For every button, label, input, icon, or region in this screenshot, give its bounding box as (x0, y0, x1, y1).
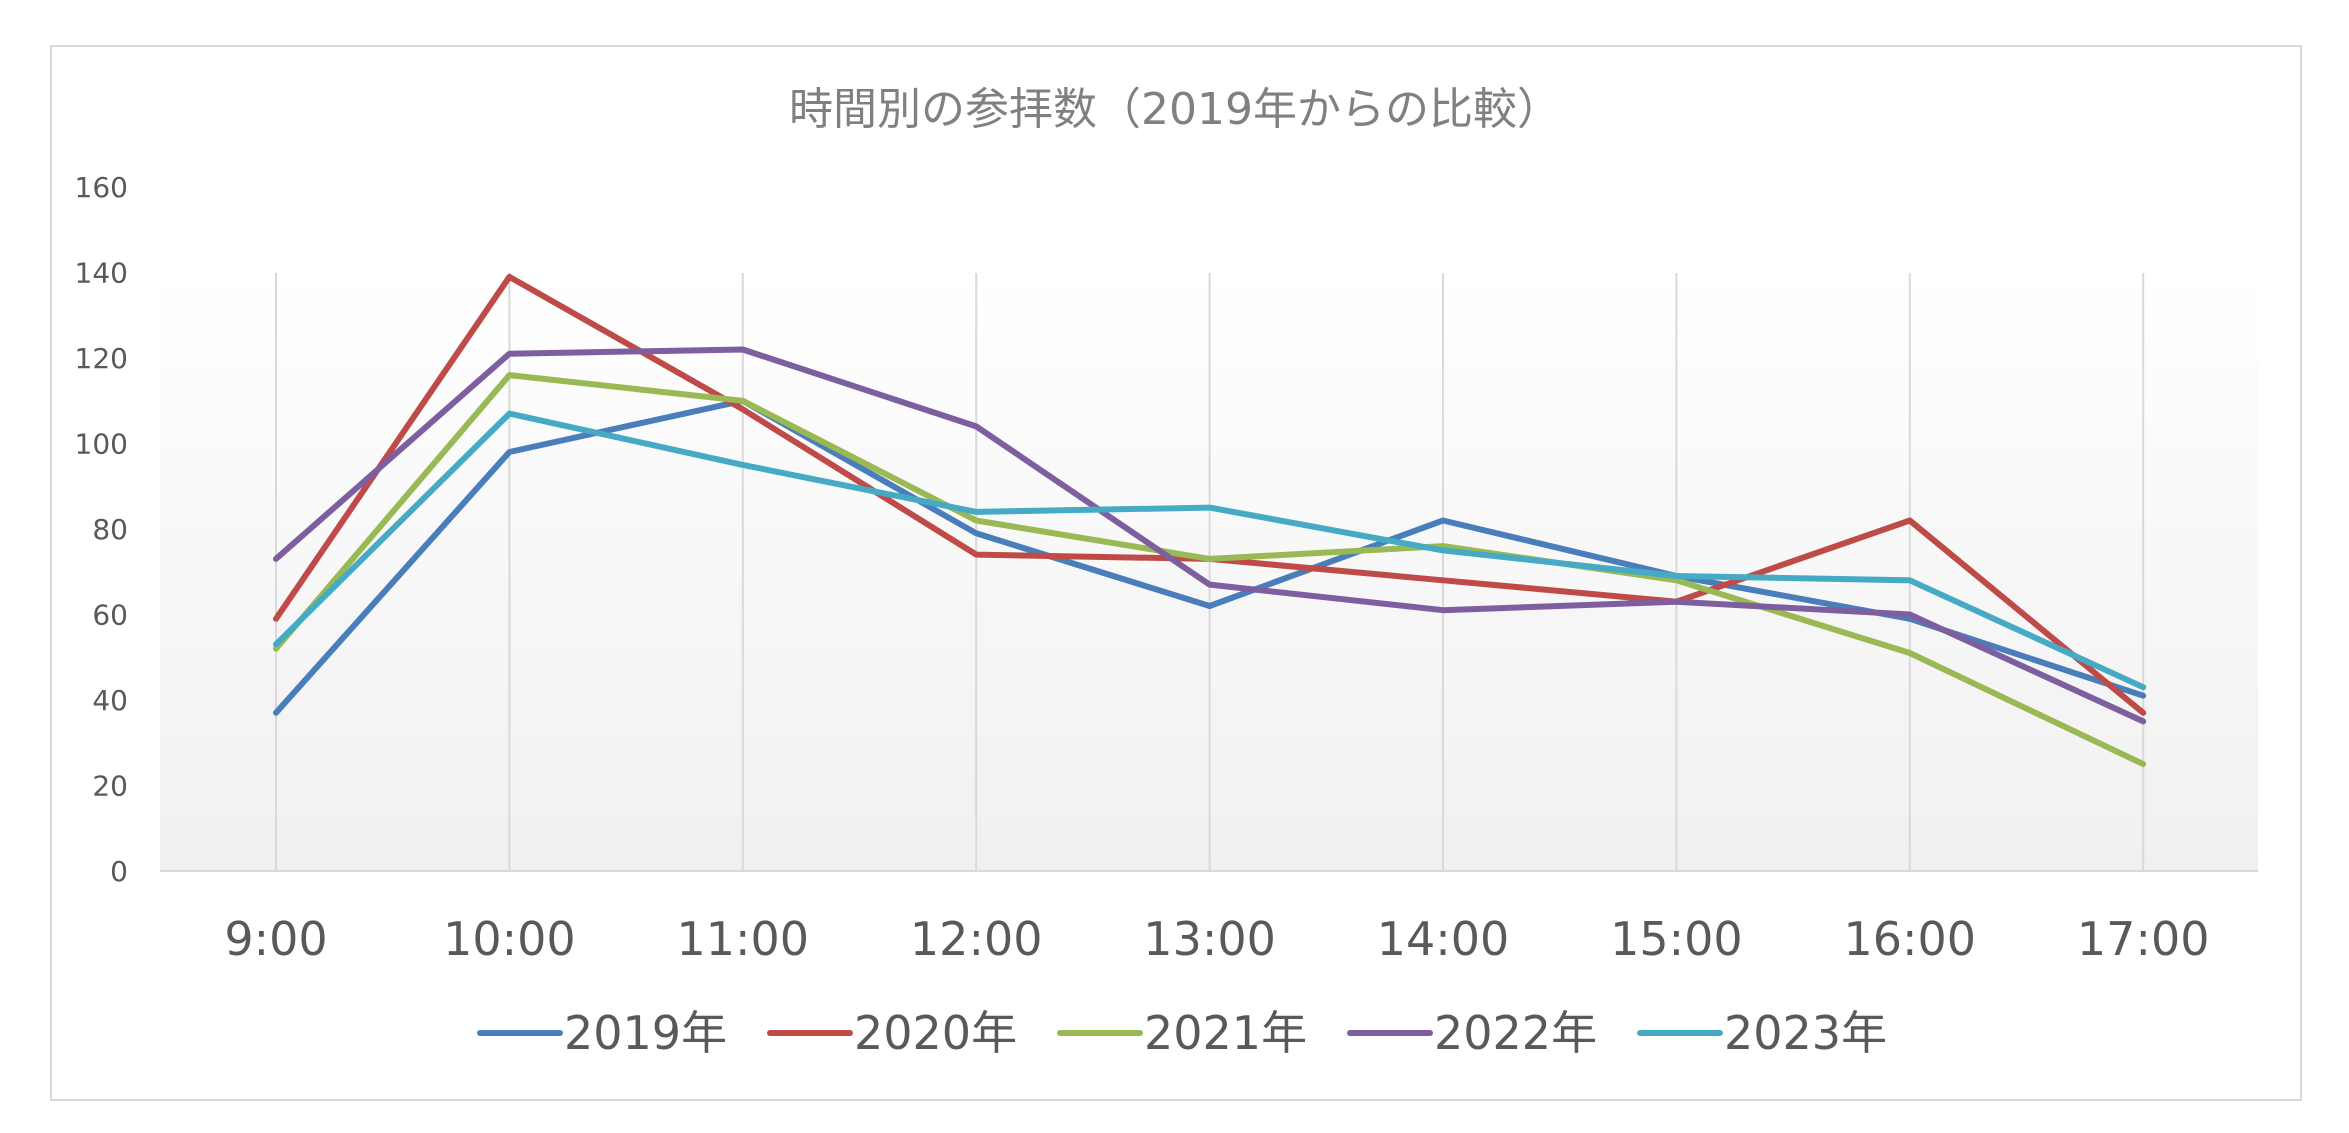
x-tick-label: 17:00 (2077, 912, 2210, 966)
x-tick-label: 14:00 (1377, 912, 1510, 966)
y-tick-label: 100 (75, 428, 128, 461)
x-tick-label: 16:00 (1844, 912, 1977, 966)
y-tick-label: 60 (92, 599, 128, 632)
legend-item-2[interactable]: 2020年 (767, 1006, 1017, 1060)
chart-title: 時間別の参拝数（2019年からの比較） (789, 84, 1561, 135)
x-tick-label: 12:00 (910, 912, 1043, 966)
series-line-5 (273, 410, 2147, 691)
legend-item-3[interactable]: 2021年 (1057, 1006, 1307, 1060)
series-line-4 (273, 346, 2147, 725)
legend-item-1[interactable]: 2019年 (477, 1006, 727, 1060)
y-tick-label: 80 (92, 513, 128, 546)
series-lines (273, 273, 2147, 768)
legend[interactable]: 2019年 2020年 2021年 2022年 2023年 (477, 1006, 1887, 1060)
y-tick-label: 160 (75, 171, 128, 204)
x-tick-label: 10:00 (443, 912, 576, 966)
legend-label: 2022年 (1434, 1006, 1597, 1060)
y-tick-label: 0 (110, 855, 128, 888)
legend-label: 2023年 (1724, 1006, 1887, 1060)
y-tick-labels: 0 20 40 60 80 100 120 140 160 (75, 171, 128, 888)
y-tick-label: 40 (92, 684, 128, 717)
y-tick-label: 140 (75, 257, 128, 290)
legend-item-4[interactable]: 2022年 (1347, 1006, 1597, 1060)
y-tick-label: 20 (92, 770, 128, 803)
y-tick-label: 120 (75, 342, 128, 375)
series-line-3 (273, 372, 2147, 768)
x-tick-labels: 9:00 10:00 11:00 12:00 13:00 14:00 15:00 16:00 1… (224, 912, 2209, 966)
series-line-1 (273, 397, 2147, 716)
legend-label: 2021年 (1144, 1006, 1307, 1060)
legend-label: 2019年 (564, 1006, 727, 1060)
x-tick-label: 15:00 (1610, 912, 1743, 966)
legend-item-5[interactable]: 2023年 (1637, 1006, 1887, 1060)
x-tick-label: 11:00 (677, 912, 810, 966)
legend-label: 2020年 (854, 1006, 1017, 1060)
x-tick-label: 13:00 (1143, 912, 1276, 966)
x-tick-label: 9:00 (224, 912, 327, 966)
